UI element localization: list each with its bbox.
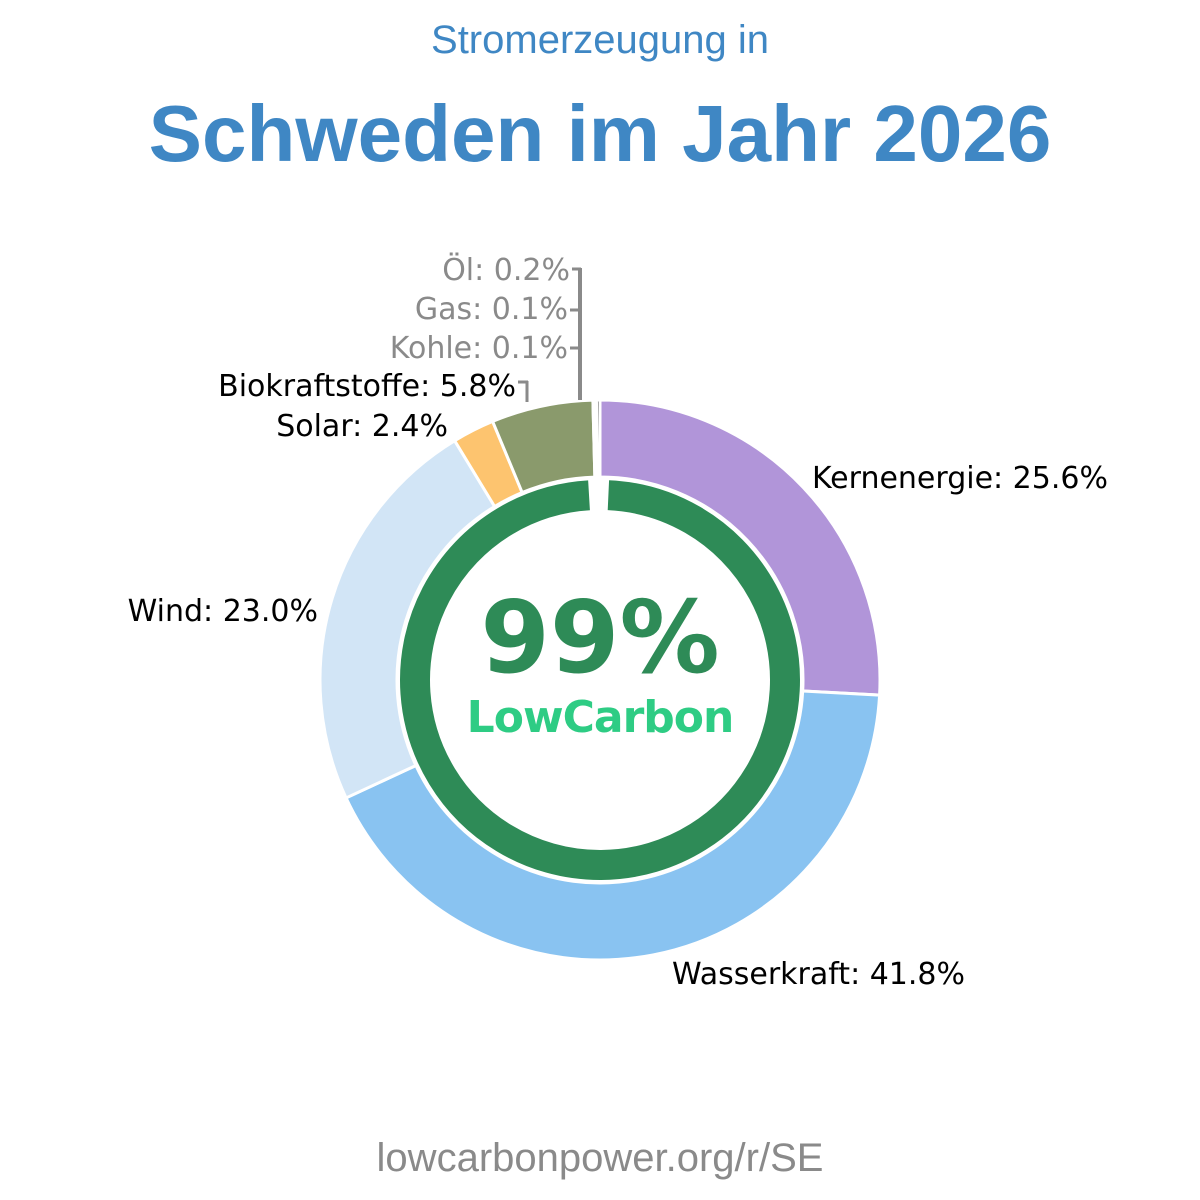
label-biokraftstoffe: Biokraftstoffe: 5.8% [218, 369, 516, 404]
lowcarbon-ring [400, 480, 801, 880]
chart-title: Schweden im Jahr 2026 [148, 89, 1052, 178]
slice-wasserkraft [344, 689, 882, 962]
label-wasserkraft: Wasserkraft: 41.8% [672, 957, 965, 992]
label-ol: Öl: 0.2% [442, 252, 570, 288]
center-percent: 99% [480, 579, 719, 696]
slice-kernenergie [598, 398, 882, 697]
label-wind: Wind: 23.0% [128, 594, 318, 629]
slice-ol [594, 398, 602, 479]
label-leader-lines [518, 267, 582, 402]
label-kohle: Kohle: 0.1% [390, 331, 568, 366]
label-kernenergie: Kernenergie: 25.6% [812, 461, 1108, 496]
label-gas: Gas: 0.1% [415, 292, 568, 327]
source-url: lowcarbonpower.org/r/SE [376, 1136, 824, 1180]
label-solar: Solar: 2.4% [276, 409, 448, 444]
donut-slices [318, 398, 882, 962]
chart-subtitle: Stromerzeugung in [431, 18, 769, 62]
slice-labels: Kernenergie: 25.6% Wasserkraft: 41.8% Wind… [128, 252, 1108, 992]
center-label: LowCarbon [467, 692, 734, 743]
lowcarbon-ring-arc [400, 480, 801, 880]
slice-wind [318, 438, 497, 800]
